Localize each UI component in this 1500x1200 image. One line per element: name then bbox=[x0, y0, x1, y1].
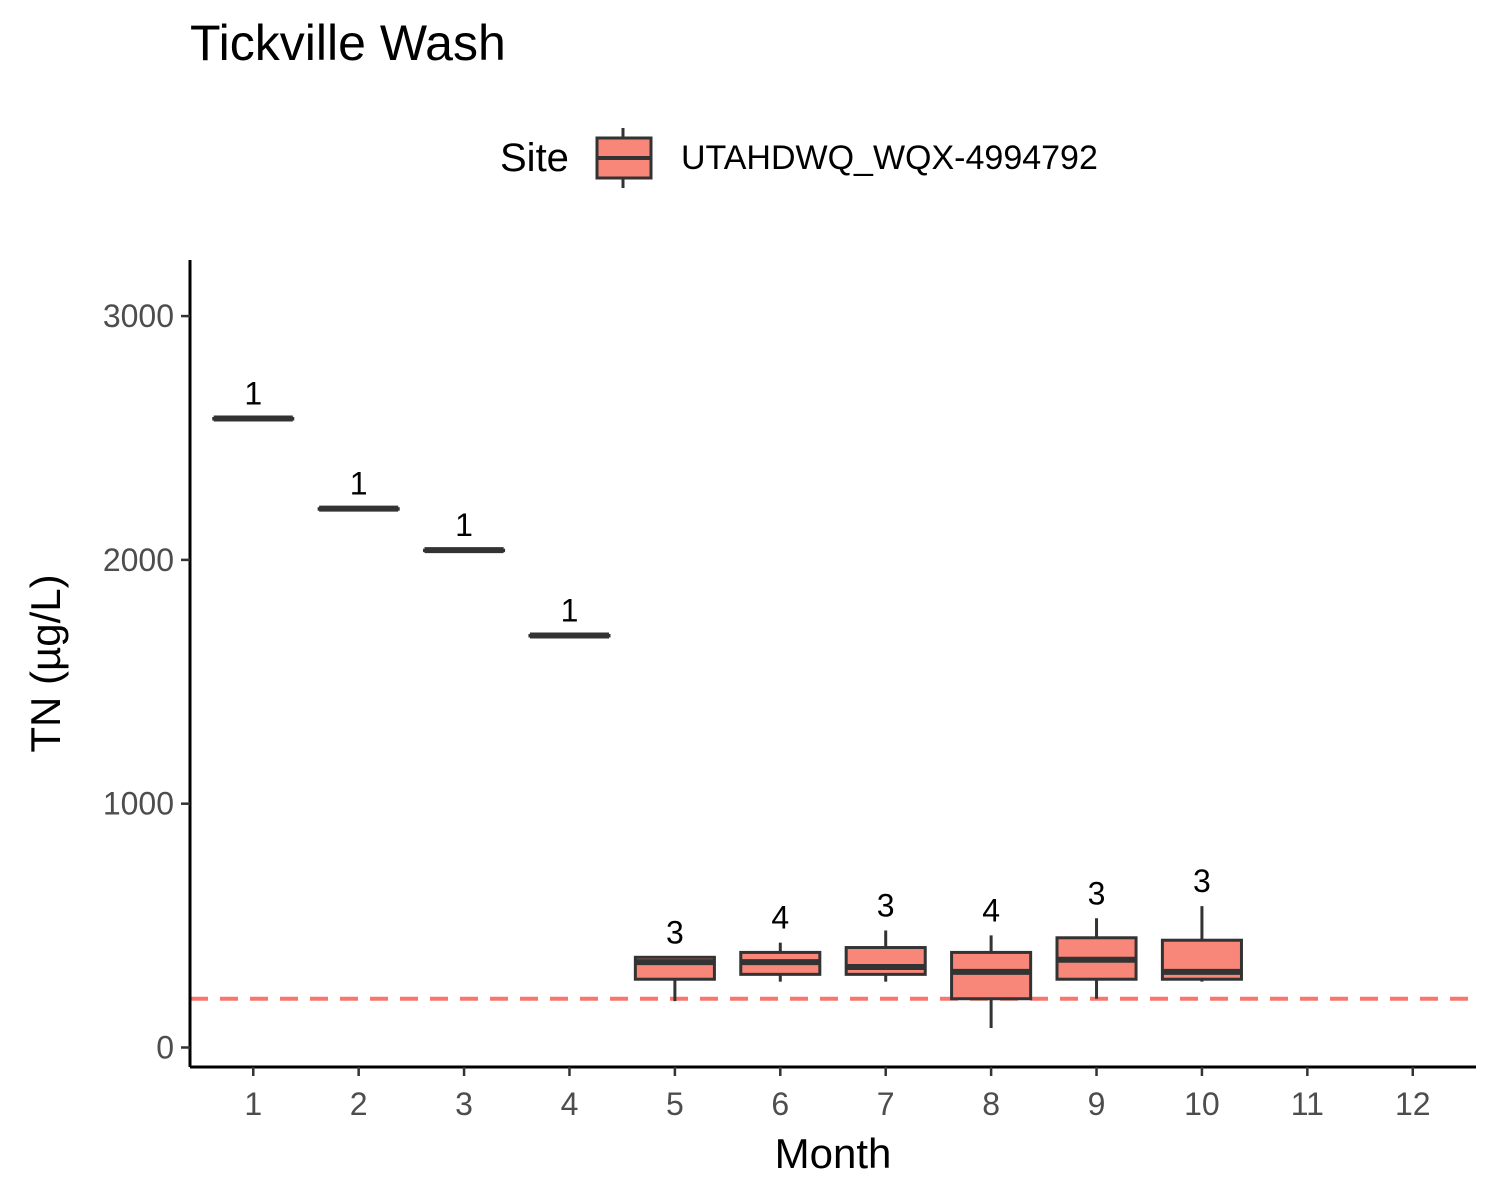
count-label: 1 bbox=[561, 592, 579, 628]
x-tick-label: 4 bbox=[561, 1086, 579, 1122]
count-label: 3 bbox=[1193, 863, 1211, 899]
legend-key-swatch bbox=[595, 128, 653, 188]
x-tick-label: 10 bbox=[1184, 1086, 1220, 1122]
legend-entry-label: UTAHDWQ_WQX-4994792 bbox=[680, 138, 1098, 177]
y-tick-label: 0 bbox=[156, 1029, 174, 1065]
box-month-9 bbox=[1055, 918, 1138, 999]
x-tick-label: 3 bbox=[455, 1086, 473, 1122]
box-month-3 bbox=[423, 547, 506, 554]
box-body bbox=[844, 946, 927, 976]
box-month-2 bbox=[317, 505, 400, 512]
box-month-6 bbox=[739, 942, 822, 982]
count-label: 3 bbox=[666, 914, 684, 950]
x-tick-label: 5 bbox=[666, 1086, 684, 1122]
box-month-4 bbox=[528, 632, 611, 639]
x-tick-label: 7 bbox=[877, 1086, 895, 1122]
x-tick-label: 2 bbox=[350, 1086, 368, 1122]
count-label: 1 bbox=[350, 466, 368, 502]
x-tick-label: 6 bbox=[771, 1086, 789, 1122]
count-label: 3 bbox=[1088, 875, 1106, 911]
count-label: 1 bbox=[244, 375, 262, 411]
legend-title: Site bbox=[500, 135, 569, 180]
box-body bbox=[950, 950, 1033, 1001]
box-month-5 bbox=[633, 955, 716, 1002]
box-month-8 bbox=[950, 935, 1033, 1028]
x-tick-label: 8 bbox=[982, 1086, 1000, 1122]
count-label: 4 bbox=[982, 892, 1000, 928]
x-tick-label: 9 bbox=[1088, 1086, 1106, 1122]
chart-title: Tickville Wash bbox=[190, 15, 506, 71]
x-tick-label: 12 bbox=[1395, 1086, 1431, 1122]
x-tick-label: 11 bbox=[1291, 1086, 1324, 1122]
box-month-1 bbox=[212, 415, 295, 422]
y-axis-title: TN (µg/L) bbox=[22, 574, 69, 752]
box-month-7 bbox=[844, 930, 927, 982]
count-label: 3 bbox=[877, 887, 895, 923]
y-tick-label: 1000 bbox=[103, 786, 174, 822]
count-label: 4 bbox=[771, 900, 789, 936]
count-label: 1 bbox=[455, 507, 473, 543]
x-axis-title: Month bbox=[775, 1130, 892, 1177]
legend: Site UTAHDWQ_WQX-4994792 bbox=[500, 128, 1098, 188]
x-tick-label: 1 bbox=[244, 1086, 262, 1122]
y-tick-label: 3000 bbox=[103, 298, 174, 334]
y-tick-label: 2000 bbox=[103, 542, 174, 578]
box-month-10 bbox=[1160, 906, 1243, 982]
